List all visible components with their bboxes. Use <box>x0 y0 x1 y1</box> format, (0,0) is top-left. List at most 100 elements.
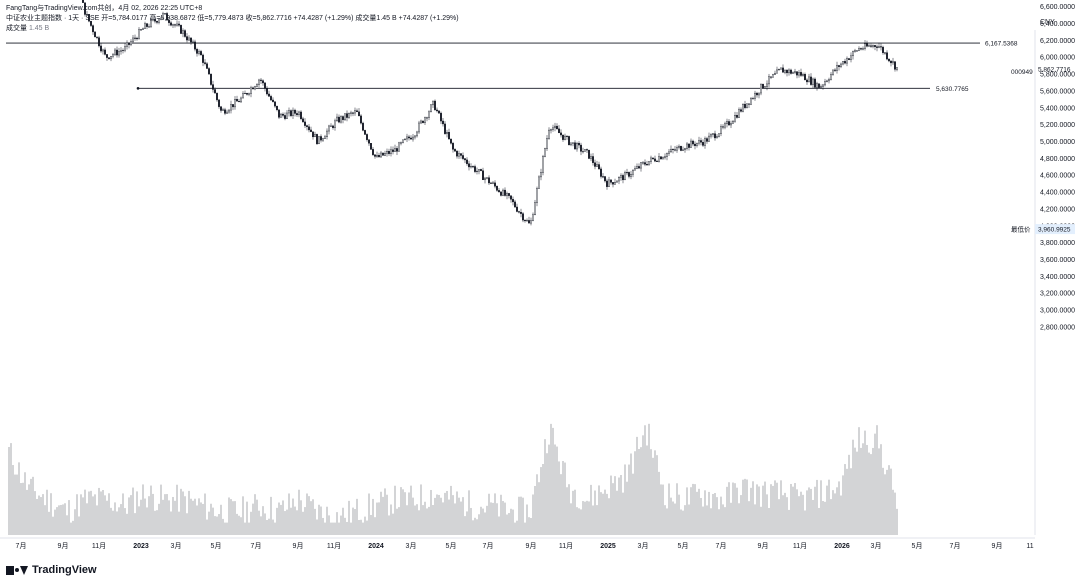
volume-bar <box>338 522 340 535</box>
volume-bar <box>658 471 660 535</box>
candle-body <box>382 152 384 156</box>
candle-body <box>196 49 198 54</box>
candle-body <box>308 126 310 131</box>
volume-bar <box>688 504 690 535</box>
volume-bar <box>880 444 882 535</box>
candle-body <box>606 180 608 187</box>
volume-bar <box>290 507 292 535</box>
volume-bar <box>620 474 622 535</box>
candle-body <box>588 149 590 159</box>
candle-body <box>458 153 460 157</box>
volume-bar <box>454 503 456 535</box>
candle-body <box>440 112 442 122</box>
volume-bar <box>72 520 74 535</box>
volume-bar <box>422 505 424 535</box>
volume-bar <box>698 488 700 535</box>
volume-bar <box>820 480 822 535</box>
candle-body <box>774 72 776 75</box>
candle-body <box>746 103 748 108</box>
volume-bar <box>862 443 864 535</box>
volume-bar <box>810 488 812 535</box>
candle-body <box>424 117 426 123</box>
volume-bar <box>604 489 606 535</box>
candle-body <box>98 37 100 47</box>
volume-bar <box>894 492 896 535</box>
x-tick-label: 9月 <box>526 542 537 550</box>
volume-bar <box>376 502 378 535</box>
volume-bar <box>436 494 438 535</box>
volume-bar <box>246 501 248 535</box>
volume-bar <box>256 499 258 535</box>
candle-body <box>428 111 430 118</box>
candle-body <box>760 83 762 94</box>
volume-bar <box>758 486 760 535</box>
volume-bar <box>522 497 524 535</box>
tradingview-logo[interactable]: TradingView <box>6 564 97 576</box>
candle-body <box>302 118 304 123</box>
candle-body <box>272 99 274 102</box>
volume-bar <box>88 491 90 535</box>
volume-bar <box>718 509 720 535</box>
candle-body <box>208 68 210 75</box>
candle-body <box>670 148 672 153</box>
volume-bar <box>736 487 738 535</box>
x-tick-label: 2025 <box>600 543 616 550</box>
x-tick-label: 2024 <box>368 543 384 550</box>
volume-bar <box>416 504 418 535</box>
volume-bar <box>478 514 480 535</box>
volume-bar <box>586 500 588 535</box>
candle-body <box>384 153 386 156</box>
volume-bar <box>768 507 770 535</box>
volume-bar <box>662 484 664 535</box>
volume-bar <box>440 497 442 535</box>
x-tick-label: 9月 <box>58 542 69 550</box>
volume-bar <box>42 494 44 535</box>
volume-bar <box>236 513 238 535</box>
volume-bar <box>514 522 516 535</box>
volume-bar <box>462 497 464 535</box>
volume-bar <box>22 482 24 535</box>
candle-body <box>126 42 128 47</box>
y-tick-label: 6,600.0000 <box>1040 4 1075 11</box>
candle-body <box>692 140 694 145</box>
volume-bar <box>630 453 632 535</box>
volume-bar <box>588 501 590 535</box>
candle-body <box>880 46 882 48</box>
candle-body <box>778 69 780 71</box>
volume-bar <box>828 479 830 535</box>
candle-body <box>106 54 108 58</box>
candle-body <box>168 20 170 23</box>
volume-bar <box>190 498 192 535</box>
candle-body <box>600 168 602 177</box>
support-line-anchor <box>136 87 140 90</box>
candle-body <box>696 142 698 146</box>
volume-bar <box>128 497 130 535</box>
candle-body <box>644 162 646 165</box>
y-tick-label: 5,600.0000 <box>1040 88 1075 95</box>
volume-bar <box>430 489 432 535</box>
volume-bar <box>786 497 788 535</box>
price-chart[interactable]: 8,400.00008,200.00008,000.00007,800.0000… <box>0 0 1080 560</box>
candle-body <box>294 109 296 114</box>
x-tick-label: 3月 <box>638 542 649 550</box>
y-tick-label: 5,200.0000 <box>1040 122 1075 129</box>
candle-body <box>446 132 448 134</box>
volume-bar <box>216 516 218 535</box>
candle-body <box>216 92 218 101</box>
candle-body <box>528 220 530 224</box>
volume-bar <box>760 506 762 535</box>
volume-bar <box>652 457 654 535</box>
candle-body <box>402 139 404 143</box>
volume-bar <box>418 510 420 535</box>
candle-body <box>320 136 322 141</box>
candle-body <box>482 170 484 181</box>
volume-bar <box>406 505 408 535</box>
candle-body <box>806 79 808 83</box>
candle-body <box>346 113 348 118</box>
candle-body <box>122 50 124 52</box>
volume-bar <box>484 512 486 535</box>
volume-bar <box>20 483 22 535</box>
candle-body <box>770 76 772 78</box>
candle-body <box>418 122 420 133</box>
candle-body <box>578 143 580 146</box>
